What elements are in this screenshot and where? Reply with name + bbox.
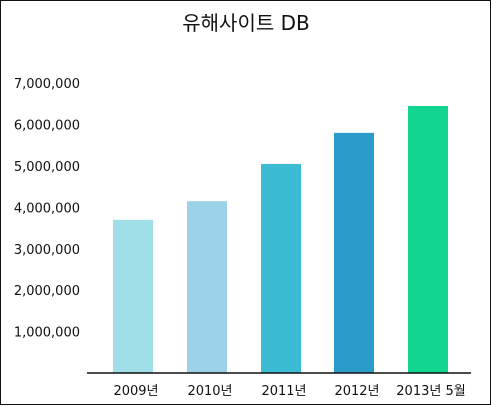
bar xyxy=(187,201,227,373)
y-tick-label: 6,000,000 xyxy=(14,119,80,134)
bars-group xyxy=(113,105,448,373)
y-tick-label: 4,000,000 xyxy=(14,201,80,216)
y-tick-label: 5,000,000 xyxy=(14,160,80,175)
y-tick-label: 2,000,000 xyxy=(14,284,80,299)
x-axis-ticks: 2009년 2010년 2011년 2012년 2013년 5월 xyxy=(113,384,465,399)
x-tick-label: 2009년 xyxy=(113,384,158,399)
bar xyxy=(113,219,153,373)
x-tick-label: 2013년 5월 xyxy=(396,384,465,399)
x-tick-label: 2012년 xyxy=(334,384,379,399)
y-axis-ticks: 1,000,000 2,000,000 3,000,000 4,000,000 5,00… xyxy=(14,77,80,340)
bar xyxy=(334,132,374,373)
y-tick-label: 1,000,000 xyxy=(14,326,80,341)
x-tick-label: 2010년 xyxy=(187,384,232,399)
y-tick-label: 7,000,000 xyxy=(14,77,80,92)
chart-title: 유해사이트 DB xyxy=(182,11,309,35)
bar xyxy=(408,105,448,373)
x-tick-label: 2011년 xyxy=(261,384,306,399)
bar xyxy=(261,163,301,373)
y-tick-label: 3,000,000 xyxy=(14,243,80,258)
